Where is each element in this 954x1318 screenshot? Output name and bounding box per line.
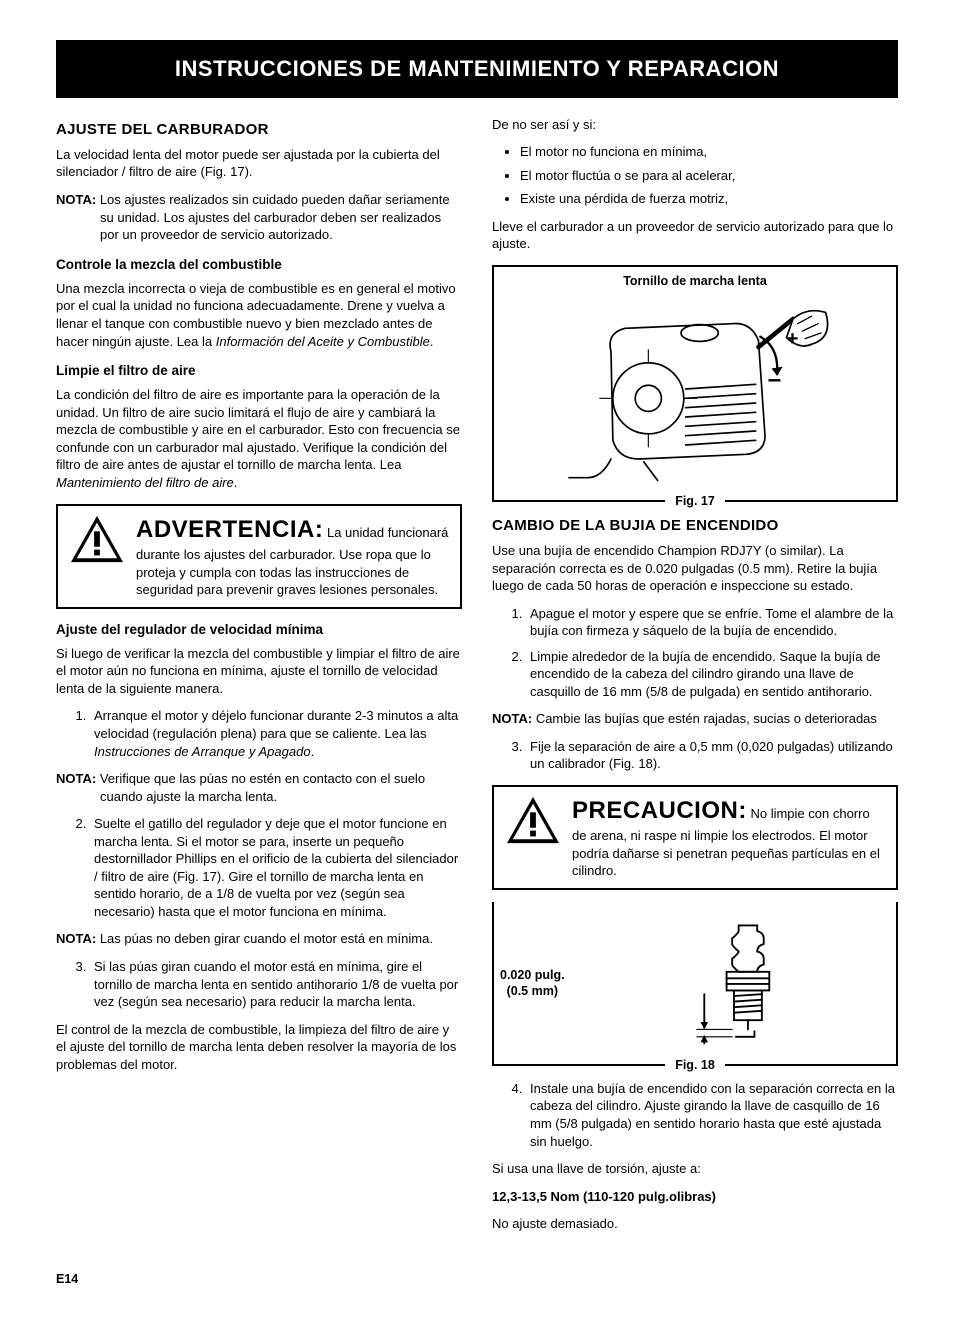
figure-17-frame: Tornillo de marcha lenta — [492, 265, 898, 502]
bullets-conditions: El motor no funciona en mínima, El motor… — [492, 143, 898, 208]
nota-1-text: Los ajustes realizados sin cuidado puede… — [96, 192, 449, 242]
p-bujia-intro: Use una bujía de encendido Champion RDJ7… — [492, 542, 898, 595]
bullet-2: El motor fluctúa o se para al acelerar, — [520, 167, 898, 185]
p-filtro-b: . — [234, 475, 238, 490]
p-mezcla-b: . — [430, 334, 434, 349]
ol2-item3: Fije la separación de aire a 0,5 mm (0,0… — [526, 738, 898, 773]
heading-filtro: Limpie el filtro de aire — [56, 362, 462, 380]
ol1-1-b: . — [311, 744, 315, 759]
p-filtro-ital: Mantenimiento del filtro de aire — [56, 475, 234, 490]
fig18-gap-label: 0.020 pulg. (0.5 mm) — [500, 967, 565, 1000]
caution-triangle-icon — [504, 795, 562, 847]
p-mezcla: Una mezcla incorrecta o vieja de combust… — [56, 280, 462, 350]
heading-bujia: CAMBIO DE LA BUJIA DE ENCENDIDO — [492, 516, 898, 536]
ol-regulador-part1: Arranque el motor y déjelo funcionar dur… — [56, 707, 462, 760]
ol-bujia-part2: Fije la separación de aire a 0,5 mm (0,0… — [492, 738, 898, 773]
p-torque-2: 12,3-13,5 Nom (110-120 pulg.olibras) — [492, 1188, 898, 1206]
p-torque-3: No ajuste demasiado. — [492, 1215, 898, 1233]
fig17-engine-illustration: + – — [555, 294, 835, 484]
page-number: E14 — [56, 1271, 898, 1288]
nota-2: NOTA: Verifique que las púas no estén en… — [56, 770, 462, 805]
nota-3-text: Las púas no deben girar cuando el motor … — [96, 931, 433, 946]
precaucion-box: PRECAUCION: No limpie con chorro de aren… — [492, 785, 898, 890]
nota-1-label: NOTA: — [56, 192, 96, 207]
precaucion-body: PRECAUCION: No limpie con chorro de aren… — [572, 795, 886, 880]
ol2-item2: Limpie alrededor de la bujía de encendid… — [526, 648, 898, 701]
heading-mezcla: Controle la mezcla del combustible — [56, 256, 462, 274]
nota-4-text: Cambie las bujías que estén rajadas, suc… — [532, 711, 877, 726]
nota-3: NOTA: Las púas no deben girar cuando el … — [56, 930, 462, 948]
p-filtro-a: La condición del filtro de aire es impor… — [56, 387, 460, 472]
p-de-no-ser: De no ser así y si: — [492, 116, 898, 134]
p-mezcla-ital: Información del Aceite y Combustible — [216, 334, 430, 349]
p-carb-intro: La velocidad lenta del motor puede ser a… — [56, 146, 462, 181]
figure-18-frame: 0.020 pulg. (0.5 mm) — [492, 902, 898, 1066]
ol1-item2: Suelte el gatillo del regulador y deje q… — [90, 815, 462, 920]
fig18-gap-2: (0.5 mm) — [507, 984, 558, 998]
nota-4: NOTA: Cambie las bujías que estén rajada… — [492, 710, 898, 728]
nota-4-label: NOTA: — [492, 711, 532, 726]
ol-regulador-part2: Suelte el gatillo del regulador y deje q… — [56, 815, 462, 920]
p-regulador: Si luego de verificar la mezcla del comb… — [56, 645, 462, 698]
ol2-item4: Instale una bujía de encendido con la se… — [526, 1080, 898, 1150]
fig18-layout: 0.020 pulg. (0.5 mm) — [500, 912, 890, 1048]
fig17-caption: Fig. 17 — [665, 493, 725, 510]
advertencia-title: ADVERTENCIA: — [136, 516, 323, 543]
advertencia-body: ADVERTENCIA: La unidad funcionará durant… — [136, 514, 450, 599]
right-column: De no ser así y si: El motor no funciona… — [492, 116, 898, 1243]
heading-carburador: AJUSTE DEL CARBURADOR — [56, 120, 462, 140]
ol1-1-ital: Instrucciones de Arranque y Apagado — [94, 744, 311, 759]
two-column-layout: AJUSTE DEL CARBURADOR La velocidad lenta… — [56, 116, 898, 1243]
p-torque-1: Si usa una llave de torsión, ajuste a: — [492, 1160, 898, 1178]
fig18-gap-1: 0.020 pulg. — [500, 968, 565, 982]
ol-regulador-part3: Si las púas giran cuando el motor está e… — [56, 958, 462, 1011]
fig18-caption-wrap: Fig. 18 — [500, 1046, 890, 1064]
ol1-item3: Si las púas giran cuando el motor está e… — [90, 958, 462, 1011]
minus-icon: – — [768, 366, 782, 393]
heading-regulador: Ajuste del regulador de velocidad mínima — [56, 621, 462, 639]
p-filtro: La condición del filtro de aire es impor… — [56, 386, 462, 491]
precaucion-title: PRECAUCION: — [572, 797, 747, 824]
left-column: AJUSTE DEL CARBURADOR La velocidad lenta… — [56, 116, 462, 1243]
ol1-1-a: Arranque el motor y déjelo funcionar dur… — [94, 708, 458, 741]
nota-3-label: NOTA: — [56, 931, 96, 946]
p-conclusion-left: El control de la mezcla de combustible, … — [56, 1021, 462, 1074]
fig18-sparkplug-illustration — [669, 918, 799, 1048]
bullet-1: El motor no funciona en mínima, — [520, 143, 898, 161]
nota-1: NOTA: Los ajustes realizados sin cuidado… — [56, 191, 462, 244]
fig17-caption-wrap: Fig. 17 — [500, 482, 890, 500]
fig18-caption: Fig. 18 — [665, 1057, 725, 1074]
nota-2-text: Verifique que las púas no estén en conta… — [96, 771, 425, 804]
fig17-top-label: Tornillo de marcha lenta — [500, 273, 890, 290]
nota-2-label: NOTA: — [56, 771, 96, 786]
plus-icon: + — [786, 327, 798, 350]
warning-triangle-icon — [68, 514, 126, 566]
ol1-item1: Arranque el motor y déjelo funcionar dur… — [90, 707, 462, 760]
bullet-3: Existe una pérdida de fuerza motriz, — [520, 190, 898, 208]
page-title-bar: INSTRUCCIONES DE MANTENIMIENTO Y REPARAC… — [56, 40, 898, 98]
p-lleve: Lleve el carburador a un proveedor de se… — [492, 218, 898, 253]
ol-bujia-part1: Apague el motor y espere que se enfríe. … — [492, 605, 898, 701]
ol-bujia-part3: Instale una bujía de encendido con la se… — [492, 1080, 898, 1150]
ol2-item1: Apague el motor y espere que se enfríe. … — [526, 605, 898, 640]
advertencia-box: ADVERTENCIA: La unidad funcionará durant… — [56, 504, 462, 609]
